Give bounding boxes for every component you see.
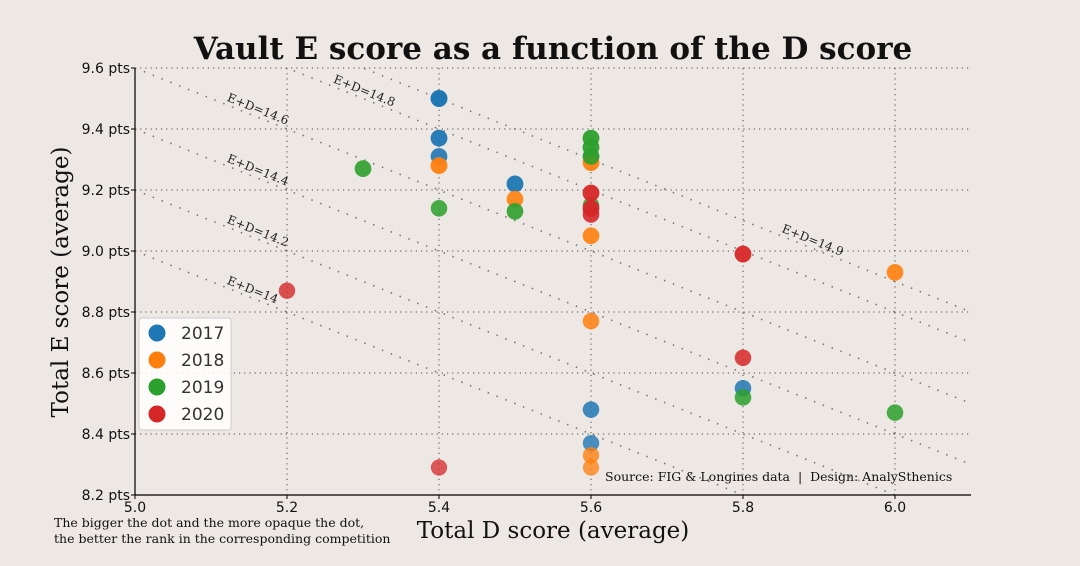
y-tick-label: 9.4 pts [82,122,130,138]
x-tick-label: 5.0 [124,500,146,516]
point-2020 [278,282,296,299]
point-2019 [734,389,752,406]
point-2018 [582,459,600,476]
point-2018 [582,227,600,245]
point-2019 [886,404,904,421]
y-tick-label: 8.2 pts [82,488,130,504]
point-2019 [582,148,600,165]
point-2020 [734,245,752,263]
iso-line [135,68,971,405]
legend: 2017 2018 2019 2020 [138,317,232,431]
point-2017 [430,90,448,107]
point-2019 [506,203,524,220]
point-2020 [582,206,600,223]
point-2018 [886,264,904,281]
chart-title: Vault E score as a function of the D sco… [193,31,913,67]
x-axis-label: Total D score (average) [417,518,690,544]
x-tick-label: 5.4 [428,500,450,516]
point-2017 [582,434,600,452]
footnote-line-1: The bigger the dot and the more opaque t… [54,515,364,530]
point-2018 [430,157,448,175]
point-2018 [582,447,600,464]
x-tick-label: 5.8 [732,500,754,516]
x-tick-label: 6.0 [884,500,906,516]
iso-line-label: E+D=14.6 [225,90,291,127]
legend-label-2019: 2019 [181,378,224,398]
iso-line-label: E+D=14.2 [225,212,291,249]
iso-line [284,68,971,344]
iso-lines [135,68,971,495]
y-tick-label: 8.4 pts [82,427,130,443]
point-2020 [734,349,752,367]
y-tick-label: 8.8 pts [82,305,130,321]
point-2017 [430,129,448,147]
point-2019 [354,160,372,177]
iso-line-label: E+D=14.9 [780,222,846,259]
x-tick-label: 5.2 [276,500,298,516]
legend-marker-2018 [148,351,166,369]
iso-line-label: E+D=14.8 [331,72,397,109]
point-2020 [430,459,448,476]
data-points [278,90,904,476]
iso-line [360,68,971,313]
legend-label-2020: 2020 [181,405,224,425]
point-2020 [582,184,600,202]
point-2017 [506,175,524,193]
y-tick-label: 8.6 pts [82,366,130,382]
point-2019 [430,200,448,217]
x-tick-label: 5.6 [580,500,602,516]
grid [135,67,971,496]
legend-marker-2019 [148,378,166,396]
iso-line [135,128,971,466]
legend-box [138,317,232,431]
iso-line [135,189,898,495]
source-note: Source: FIG & Longines data | Design: An… [605,469,952,484]
legend-label-2018: 2018 [181,351,224,371]
point-2017 [582,401,600,418]
iso-line-label: E+D=14.4 [225,151,291,188]
point-2018 [506,190,524,208]
legend-marker-2017 [148,324,166,342]
y-tick-label: 9.0 pts [82,244,130,260]
point-2018 [582,312,600,330]
y-tick-label: 9.6 pts [82,61,130,77]
footnote-line-2: the better the rank in the corresponding… [54,531,390,546]
legend-marker-2020 [148,405,166,423]
legend-label-2017: 2017 [181,324,224,344]
y-axis-label: Total E score (average) [48,147,74,418]
axes: 5.0 5.2 5.4 5.6 5.8 6.0 8.2 pts 8.4 pts 8.6 pts 8… [82,61,971,516]
y-tick-label: 9.2 pts [82,183,130,199]
